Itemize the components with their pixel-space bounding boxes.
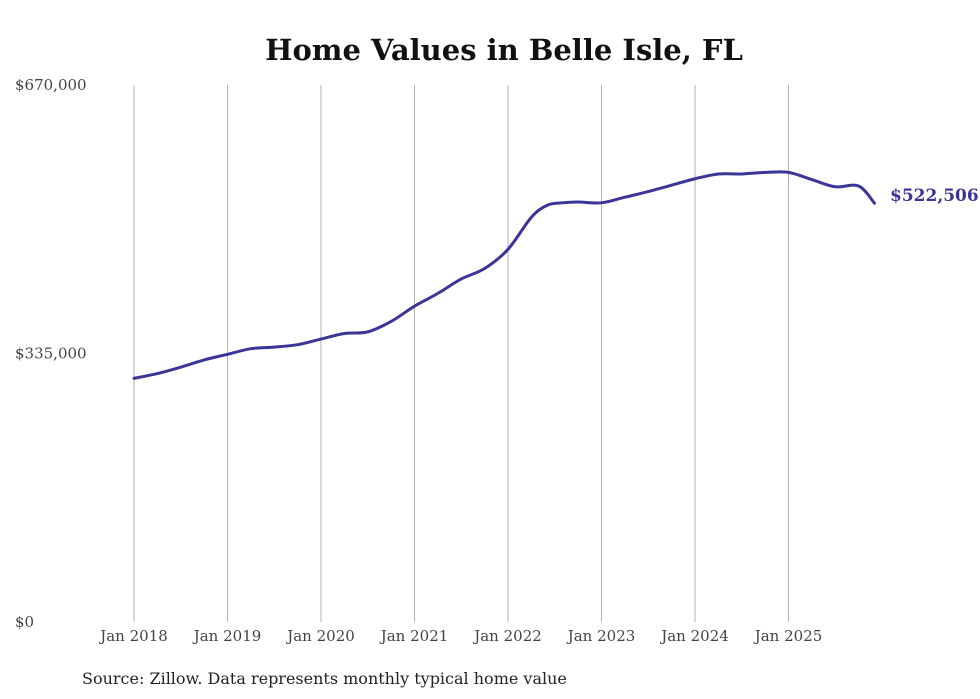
y-tick-label: $0: [15, 613, 34, 631]
x-tick-label: Jan 2019: [192, 627, 262, 645]
x-tick-label: Jan 2022: [472, 627, 542, 645]
x-tick-label: Jan 2020: [285, 627, 355, 645]
gridlines: [133, 85, 789, 622]
y-tick-label: $335,000: [15, 345, 87, 363]
x-axis-ticks: Jan 2018 Jan 2019 Jan 2020 Jan 2021 Jan 2022…: [98, 627, 822, 645]
x-tick-label: Jan 2023: [566, 627, 636, 645]
series-end-label: $522,506: [890, 186, 979, 206]
x-tick-label: Jan 2021: [379, 627, 449, 645]
series-line-home-value: [132, 170, 877, 380]
y-tick-label: $670,000: [15, 76, 87, 94]
x-tick-label: Jan 2025: [753, 627, 823, 645]
y-axis-ticks: $0 $335,000 $670,000: [15, 76, 87, 631]
chart-title: Home Values in Belle Isle, FL: [265, 33, 743, 67]
chart-source-note: Source: Zillow. Data represents monthly …: [82, 669, 567, 688]
x-tick-label: Jan 2024: [659, 627, 729, 645]
x-tick-label: Jan 2018: [98, 627, 168, 645]
